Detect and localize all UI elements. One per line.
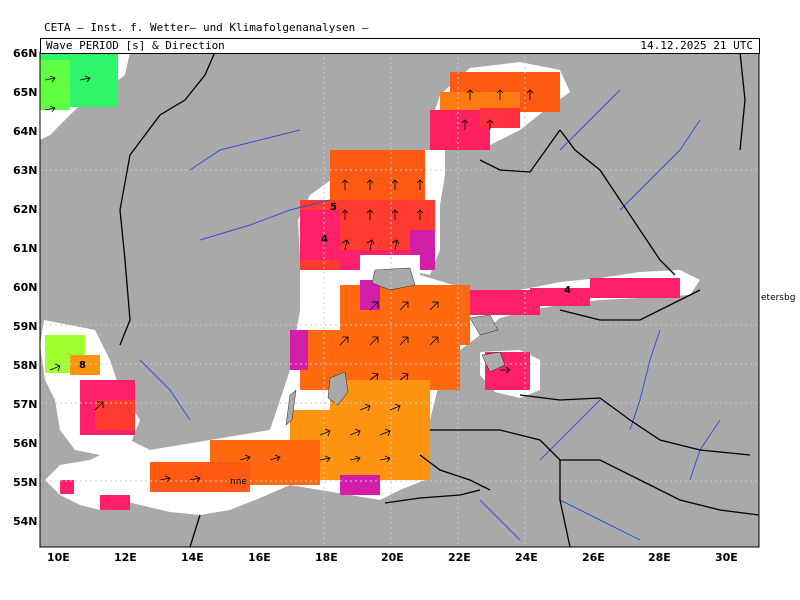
organization-title: CETA — Inst. f. Wetter— und Klimafolgena… [44,21,369,34]
valid-datetime: 14.12.2025 21 UTC [640,39,753,52]
lat-tick: 59N [13,320,38,333]
lat-tick: 64N [13,125,38,138]
lon-tick: 18E [315,551,338,564]
isoline-labels: 5 4 4 8 [79,202,571,371]
arrow-group-central [44,75,511,483]
lat-tick: 56N [13,437,38,450]
isoline-label-4b: 4 [564,285,571,296]
lat-tick: 54N [13,515,38,528]
parameter-title: Wave PERIOD [s] & Direction [46,39,225,52]
arrow-group-north [341,89,534,251]
direction-arrows [44,75,534,483]
lon-tick: 26E [582,551,605,564]
lat-tick: 55N [13,476,38,489]
lat-tick: 58N [13,359,38,372]
lon-tick: 12E [114,551,137,564]
lon-tick: 16E [248,551,271,564]
lon-tick: 24E [515,551,538,564]
isoline-label-5: 5 [330,202,337,213]
city-label-petersburg: etersbg [761,293,795,303]
city-label-south: nne [230,477,247,487]
lat-tick: 63N [13,164,38,177]
isoline-label-4a: 4 [321,234,328,245]
lat-tick: 61N [13,242,38,255]
rivers [139,89,721,541]
lon-tick: 22E [448,551,471,564]
lon-axis: 10E 12E 14E 16E 18E 20E 22E 24E 26E 28E … [47,551,738,564]
lat-tick: 66N [13,47,38,60]
lat-tick: 62N [13,203,38,216]
islands [285,267,506,426]
lat-tick: 60N [13,281,38,294]
lon-tick: 28E [648,551,671,564]
lon-tick: 20E [381,551,404,564]
lat-tick: 57N [13,398,38,411]
isoline-label-8: 8 [79,360,86,371]
lon-tick: 14E [181,551,204,564]
wave-period-field [40,52,680,510]
lon-tick: 30E [715,551,738,564]
lat-tick: 65N [13,86,38,99]
chart-header-bar: Wave PERIOD [s] & Direction 14.12.2025 2… [40,38,760,54]
country-borders [119,51,760,548]
lat-axis: 66N 65N 64N 63N 62N 61N 60N 59N 58N 57N … [13,47,38,528]
lon-tick: 10E [47,551,70,564]
